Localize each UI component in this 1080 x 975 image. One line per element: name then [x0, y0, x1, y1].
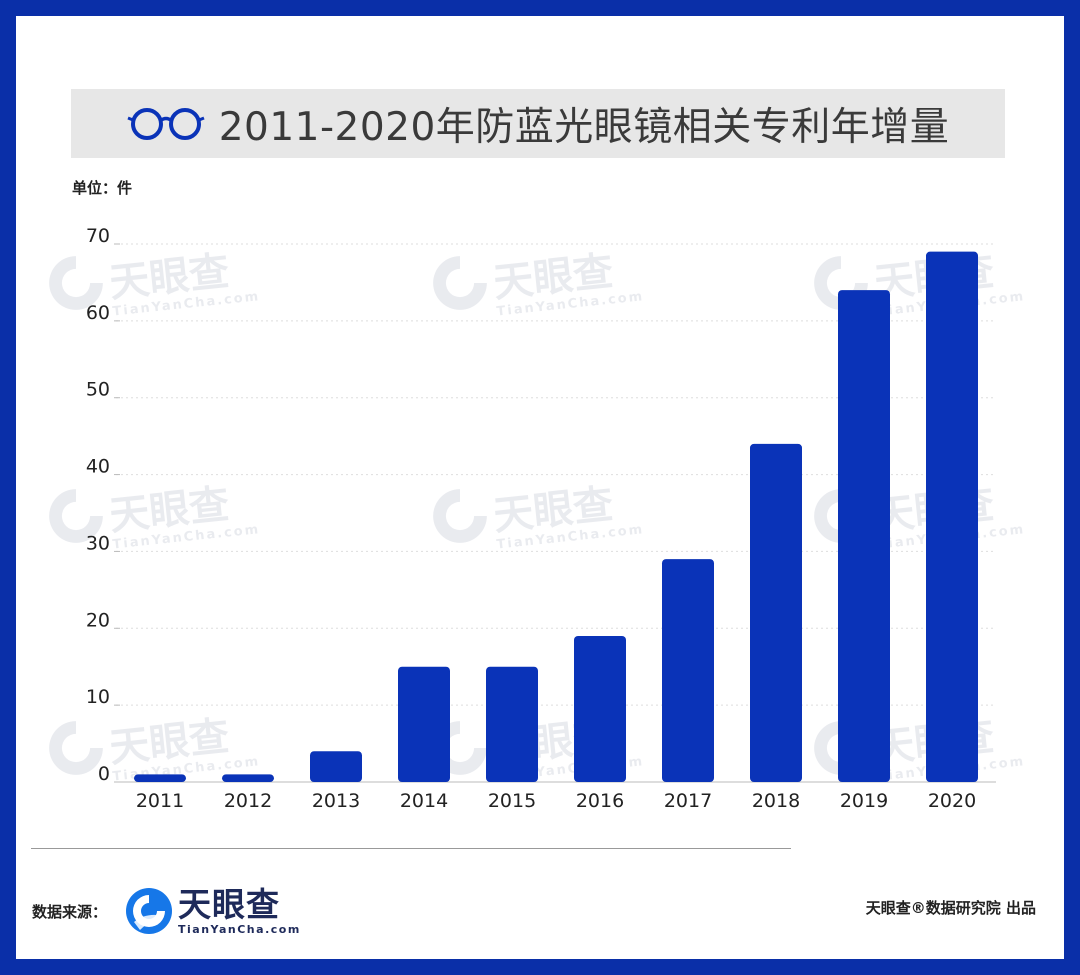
y-tick-label: 40	[86, 456, 110, 478]
chart-frame: 天眼查 TianYanCha.com 天眼查 TianYanCha.com 天眼查 T…	[16, 16, 1064, 959]
bar	[398, 666, 450, 782]
bar-chart: 0 10 20 30 40 50 60 70 2011 2012 2013 2014 2015 2016 2…	[86, 225, 996, 812]
x-tick-label: 2018	[752, 790, 800, 812]
x-tick-label: 2012	[224, 790, 272, 812]
unit-label: 单位：件	[72, 179, 133, 197]
x-tick-label: 2019	[840, 790, 888, 812]
chart-title: 2011-2020年防蓝光眼镜相关专利年增量	[218, 104, 950, 150]
x-tick-label: 2017	[664, 790, 712, 812]
bar	[662, 559, 714, 782]
x-tick-label: 2020	[928, 790, 976, 812]
bar	[574, 635, 626, 782]
logo-name-en: TianYanCha.com	[178, 922, 301, 936]
credit-text: 天眼查®数据研究院 出品	[865, 899, 1036, 917]
source-label: 数据来源：	[32, 903, 108, 921]
bar	[310, 751, 362, 782]
x-tick-label: 2014	[400, 790, 448, 812]
x-tick-label: 2011	[136, 790, 184, 812]
logo-name-cn: 天眼查	[178, 884, 280, 924]
title-bar: 2011-2020年防蓝光眼镜相关专利年增量	[71, 89, 1005, 158]
y-tick-label: 50	[86, 379, 110, 401]
y-tick-label: 70	[86, 225, 110, 247]
bar	[222, 774, 274, 782]
x-tick-label: 2016	[576, 790, 624, 812]
tianyancha-logo: 天眼查 TianYanCha.com	[124, 886, 301, 936]
bar	[838, 290, 890, 782]
bar	[926, 251, 978, 782]
y-tick-label: 20	[86, 609, 110, 631]
tianyancha-logo-icon	[126, 888, 172, 934]
bar	[750, 443, 802, 782]
y-tick-label: 30	[86, 532, 110, 554]
glasses-icon	[127, 107, 205, 140]
x-tick-label: 2013	[312, 790, 360, 812]
bar	[134, 774, 186, 782]
y-tick-label: 0	[98, 763, 110, 785]
y-tick-label: 60	[86, 302, 110, 324]
footer-divider	[31, 848, 791, 849]
y-tick-label: 10	[86, 686, 110, 708]
bar	[486, 666, 538, 782]
x-tick-label: 2015	[488, 790, 536, 812]
